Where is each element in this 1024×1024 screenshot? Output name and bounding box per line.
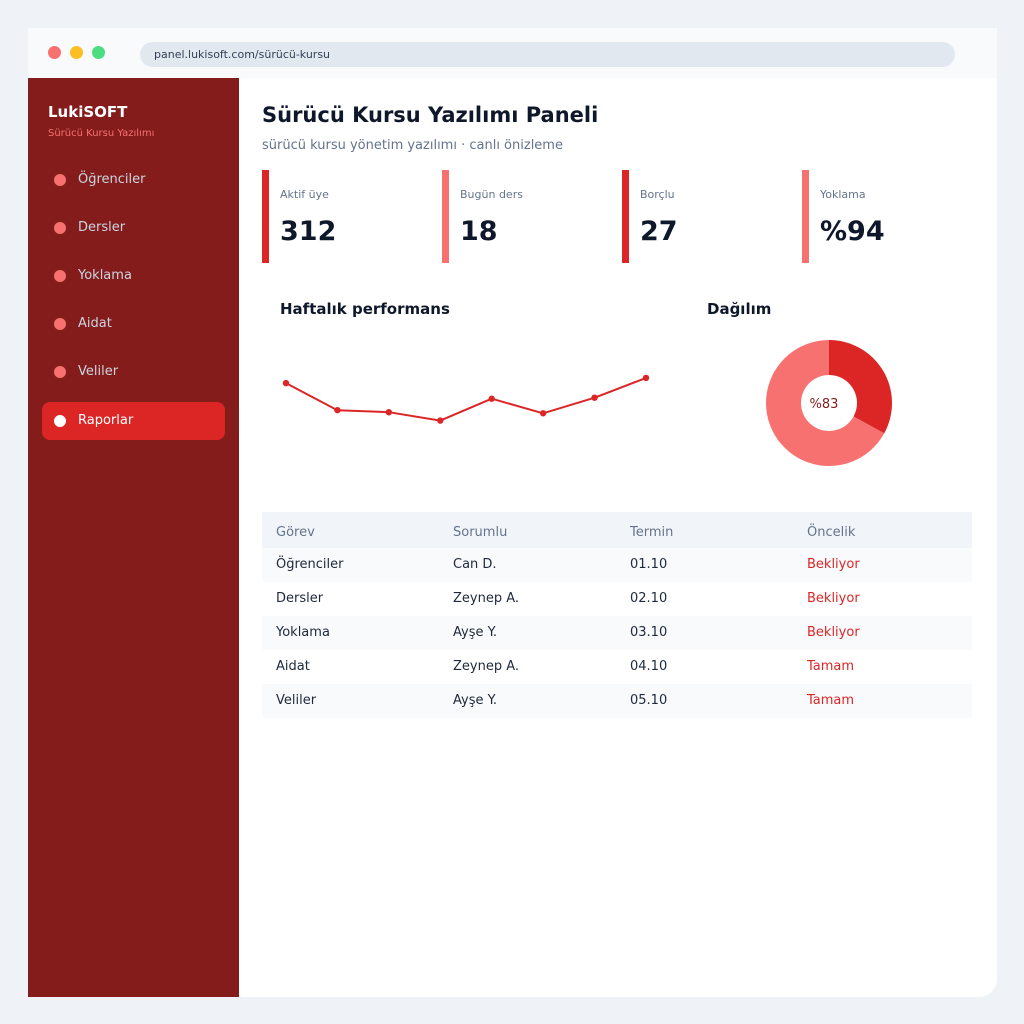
due-date-cell: 01.10 (630, 557, 668, 572)
donut-chart-title: Dağılım (707, 300, 772, 318)
browser-titlebar: panel.lukisoft.com/sürücü-kursu (28, 28, 997, 78)
nav-bullet-icon (54, 222, 66, 234)
assignee-cell: Zeynep A. (453, 659, 520, 674)
minimize-window-button[interactable] (70, 46, 83, 59)
task-cell: Yoklama (276, 625, 330, 640)
sidebar-item-label: Raporlar (78, 413, 134, 428)
assignee-cell: Ayşe Y. (453, 625, 498, 640)
stat-value: 27 (640, 216, 678, 247)
nav-bullet-icon (54, 366, 66, 378)
donut-center-label: %83 (809, 397, 839, 412)
brand-name: LukiSOFT (48, 103, 128, 121)
priority-status: Tamam (807, 659, 855, 674)
data-point[interactable] (488, 395, 495, 402)
address-bar[interactable]: panel.lukisoft.com/sürücü-kursu (140, 42, 955, 67)
close-window-button[interactable] (48, 46, 61, 59)
sidebar-item-label: Öğrenciler (78, 172, 146, 187)
stat-label: Bugün ders (460, 188, 523, 201)
sidebar-item-label: Aidat (78, 316, 112, 331)
priority-status: Bekliyor (807, 625, 860, 640)
assignee-cell: Can D. (453, 557, 497, 572)
sidebar-item-ogrenciler[interactable]: Öğrenciler (42, 161, 225, 199)
table-row[interactable]: Yoklama Ayşe Y. 03.10 Bekliyor (262, 616, 972, 650)
sidebar-item-label: Dersler (78, 220, 126, 235)
sidebar-item-aidat[interactable]: Aidat (42, 305, 225, 343)
page-subtitle: sürücü kursu yönetim yazılımı · canlı ön… (262, 138, 563, 153)
priority-status: Bekliyor (807, 557, 860, 572)
data-point[interactable] (437, 417, 444, 424)
task-cell: Dersler (276, 591, 324, 606)
data-point[interactable] (539, 410, 547, 417)
brand-subtitle: Sürücü Kursu Yazılımı (48, 128, 155, 139)
sidebar-item-label: Yoklama (78, 268, 132, 283)
table-row[interactable]: Aidat Zeynep A. 04.10 Tamam (262, 650, 972, 684)
task-cell: Öğrenciler (276, 557, 344, 572)
nav-bullet-icon (54, 270, 66, 282)
weekly-performance-line-chart (282, 374, 650, 424)
maximize-window-button[interactable] (92, 46, 105, 59)
column-header-sorumlu[interactable]: Sorumlu (453, 525, 508, 540)
nav-bullet-icon (54, 174, 66, 186)
distribution-donut-chart (766, 340, 892, 466)
due-date-cell: 03.10 (630, 625, 668, 640)
sidebar-item-raporlar[interactable]: Raporlar (42, 402, 225, 440)
sidebar-item-yoklama[interactable]: Yoklama (42, 257, 225, 295)
due-date-cell: 04.10 (630, 659, 668, 674)
sidebar-item-veliler[interactable]: Veliler (42, 353, 225, 391)
sidebar-item-label: Veliler (78, 364, 119, 379)
nav-bullet-icon (54, 415, 66, 427)
stat-card-borclu: Borçlu 27 (622, 170, 792, 263)
data-point[interactable] (282, 379, 290, 387)
task-table: Görev Sorumlu Termin Öncelik Öğrenciler … (262, 512, 972, 718)
due-date-cell: 02.10 (630, 591, 668, 606)
stat-value: 312 (280, 216, 337, 247)
stat-card-aktif-uye: Aktif üye 312 (262, 170, 432, 263)
column-header-termin[interactable]: Termin (630, 525, 674, 540)
stat-accent-bar (442, 170, 449, 263)
line-chart-title: Haftalık performans (280, 300, 450, 318)
stat-card-yoklama: Yoklama %94 (802, 170, 972, 263)
table-row[interactable]: Öğrenciler Can D. 01.10 Bekliyor (262, 548, 972, 582)
due-date-cell: 05.10 (630, 693, 668, 708)
task-cell: Veliler (276, 693, 317, 708)
stat-accent-bar (802, 170, 809, 263)
browser-window: panel.lukisoft.com/sürücü-kursu LukiSOFT… (28, 28, 997, 997)
sidebar-item-dersler[interactable]: Dersler (42, 209, 225, 247)
stat-label: Borçlu (640, 188, 675, 201)
priority-status: Tamam (807, 693, 855, 708)
nav-bullet-icon (54, 318, 66, 330)
stat-value: 18 (460, 216, 498, 247)
stat-value: %94 (820, 216, 885, 247)
data-point[interactable] (334, 406, 341, 414)
donut-slice[interactable] (829, 340, 892, 434)
assignee-cell: Ayşe Y. (453, 693, 498, 708)
donut-slice[interactable] (766, 340, 885, 466)
priority-status: Bekliyor (807, 591, 860, 606)
data-point[interactable] (385, 409, 393, 416)
sidebar: LukiSOFT Sürücü Kursu Yazılımı Öğrencile… (28, 78, 239, 997)
table-header-row: Görev Sorumlu Termin Öncelik (262, 512, 972, 548)
column-header-gorev[interactable]: Görev (276, 525, 315, 540)
stat-accent-bar (622, 170, 629, 263)
series-line (285, 376, 647, 422)
page-title: Sürücü Kursu Yazılımı Paneli (262, 103, 599, 127)
table-row[interactable]: Veliler Ayşe Y. 05.10 Tamam (262, 684, 972, 718)
assignee-cell: Zeynep A. (453, 591, 520, 606)
column-header-oncelik[interactable]: Öncelik (807, 525, 856, 540)
stat-accent-bar (262, 170, 269, 263)
data-point[interactable] (642, 374, 650, 382)
stat-label: Aktif üye (280, 188, 329, 201)
stat-label: Yoklama (820, 188, 866, 201)
stat-card-bugun-ders: Bugün ders 18 (442, 170, 612, 263)
task-cell: Aidat (276, 659, 310, 674)
data-point[interactable] (591, 394, 598, 401)
table-row[interactable]: Dersler Zeynep A. 02.10 Bekliyor (262, 582, 972, 616)
